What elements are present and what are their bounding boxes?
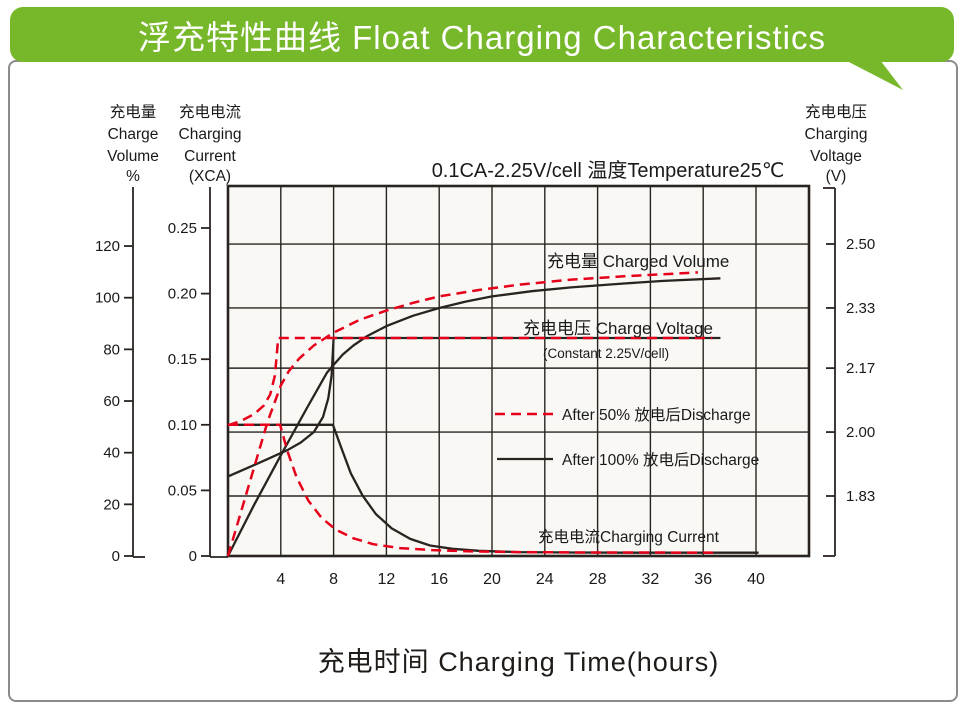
banner-tail-icon <box>845 60 903 90</box>
curve-charge-voltage-100 <box>227 336 721 478</box>
volume-axis-title-cn: 充电量 <box>110 103 157 121</box>
charging-current-label: 充电电流Charging Current <box>538 528 720 546</box>
curve-charged-volume-100 <box>226 277 721 557</box>
x-tick-label: 40 <box>747 571 765 588</box>
volume-tick-label: 100 <box>95 290 120 307</box>
x-tick-label: 12 <box>378 571 396 588</box>
volume-tick-label: 60 <box>103 393 120 410</box>
header-banner: 浮充特性曲线 Float Charging Characteristics <box>10 7 954 62</box>
volume-tick-label: 80 <box>103 341 120 358</box>
charged-volume-label: 充电量 Charged Volume <box>547 252 729 271</box>
current-tick-label: 0.10 <box>168 417 197 434</box>
current-tick-label: 0 <box>189 548 197 565</box>
x-tick-label: 28 <box>589 571 607 588</box>
plot-border <box>226 184 811 558</box>
plot-background <box>228 186 809 556</box>
x-axis-title: 充电时间 Charging Time(hours) <box>317 647 720 677</box>
voltage-tick-label: 2.00 <box>846 424 875 441</box>
volume-axis-title-en1: Charge <box>108 126 159 143</box>
voltage-tick-label: 2.17 <box>846 360 875 377</box>
current-axis-title-cn: 充电电流 <box>179 103 241 121</box>
volume-tick-label: 40 <box>103 445 120 462</box>
curve-charging-current-100 <box>228 423 759 554</box>
x-tick-label: 24 <box>536 571 554 588</box>
current-tick-label: 0.20 <box>168 286 197 303</box>
x-tick-label: 4 <box>276 571 285 588</box>
x-tick-label: 8 <box>329 571 338 588</box>
x-tick-label: 20 <box>483 571 501 588</box>
volume-tick-label: 0 <box>112 548 120 565</box>
voltage-tick-label: 2.33 <box>846 300 875 317</box>
current-axis-unit: (XCA) <box>189 168 231 185</box>
current-tick-label: 0.25 <box>168 220 197 237</box>
legend-after-50-label: After 50% 放电后Discharge <box>562 406 751 424</box>
current-axis-title-en1: Charging <box>179 126 242 143</box>
voltage-tick-label: 2.50 <box>846 236 875 253</box>
charge-voltage-label: 充电电压 Charge Voltage <box>523 319 713 338</box>
x-tick-label: 32 <box>642 571 660 588</box>
constant-voltage-note: (Constant 2.25V/cell) <box>543 346 669 361</box>
chart-text-layer: 0.1CA-2.25V/cell 温度Temperature25℃ 充电量 Ch… <box>107 103 867 546</box>
x-tick-label: 16 <box>430 571 448 588</box>
voltage-tick-label: 1.83 <box>846 488 875 505</box>
volume-tick-label: 20 <box>103 496 120 513</box>
curve-charge-voltage-50 <box>227 336 713 427</box>
current-tick-label: 0.05 <box>168 482 197 499</box>
current-axis-title-en2: Current <box>184 148 236 165</box>
x-tick-label: 36 <box>694 571 712 588</box>
chart-plot-area: 0 20 40 60 80 100 120 0 0.05 0.10 0.15 0.20 0.25 2.50… <box>95 184 875 588</box>
legend-after-100-label: After 100% 放电后Discharge <box>562 451 759 469</box>
volume-axis-unit: % <box>126 168 140 185</box>
volume-tick-label: 120 <box>95 238 120 255</box>
voltage-axis-title-en1: Charging <box>805 126 868 143</box>
voltage-axis-title-en2: Voltage <box>810 148 862 165</box>
current-tick-label: 0.15 <box>168 351 197 368</box>
volume-axis-title-en2: Volume <box>107 148 159 165</box>
page-title: 浮充特性曲线 Float Charging Characteristics <box>137 18 826 56</box>
curve-charged-volume-50 <box>226 271 698 557</box>
voltage-axis-title-cn: 充电电压 <box>805 103 867 121</box>
voltage-axis-unit: (V) <box>826 168 847 185</box>
chart-condition-title: 0.1CA-2.25V/cell 温度Temperature25℃ <box>432 159 785 182</box>
curve-charging-current-50 <box>228 423 718 554</box>
